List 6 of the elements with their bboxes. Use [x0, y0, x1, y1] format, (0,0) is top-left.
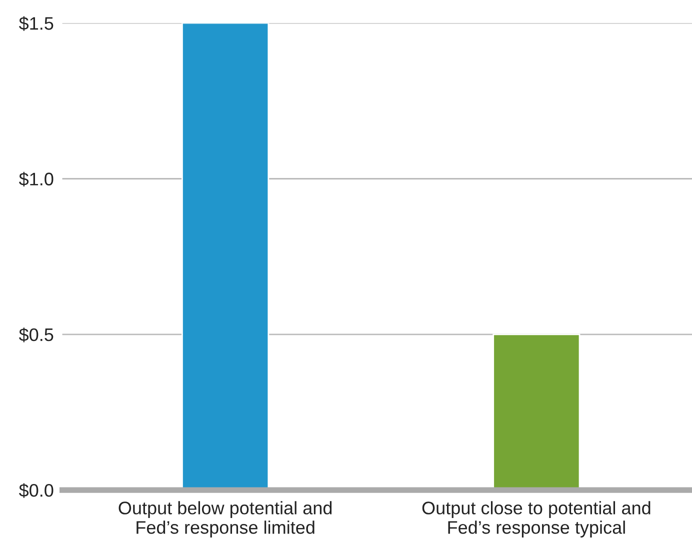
y-tick-label: $0.5: [19, 328, 54, 342]
x-tick-label: Output close to potential and Fed’s response typical: [422, 501, 650, 538]
y-tick-label: $1.0: [19, 172, 54, 187]
y-tick-label: $1.5: [19, 16, 54, 31]
x-tick-label: Output below potential and Fed’s response limited: [118, 501, 332, 538]
y-tick-label: $0.0: [19, 483, 54, 498]
